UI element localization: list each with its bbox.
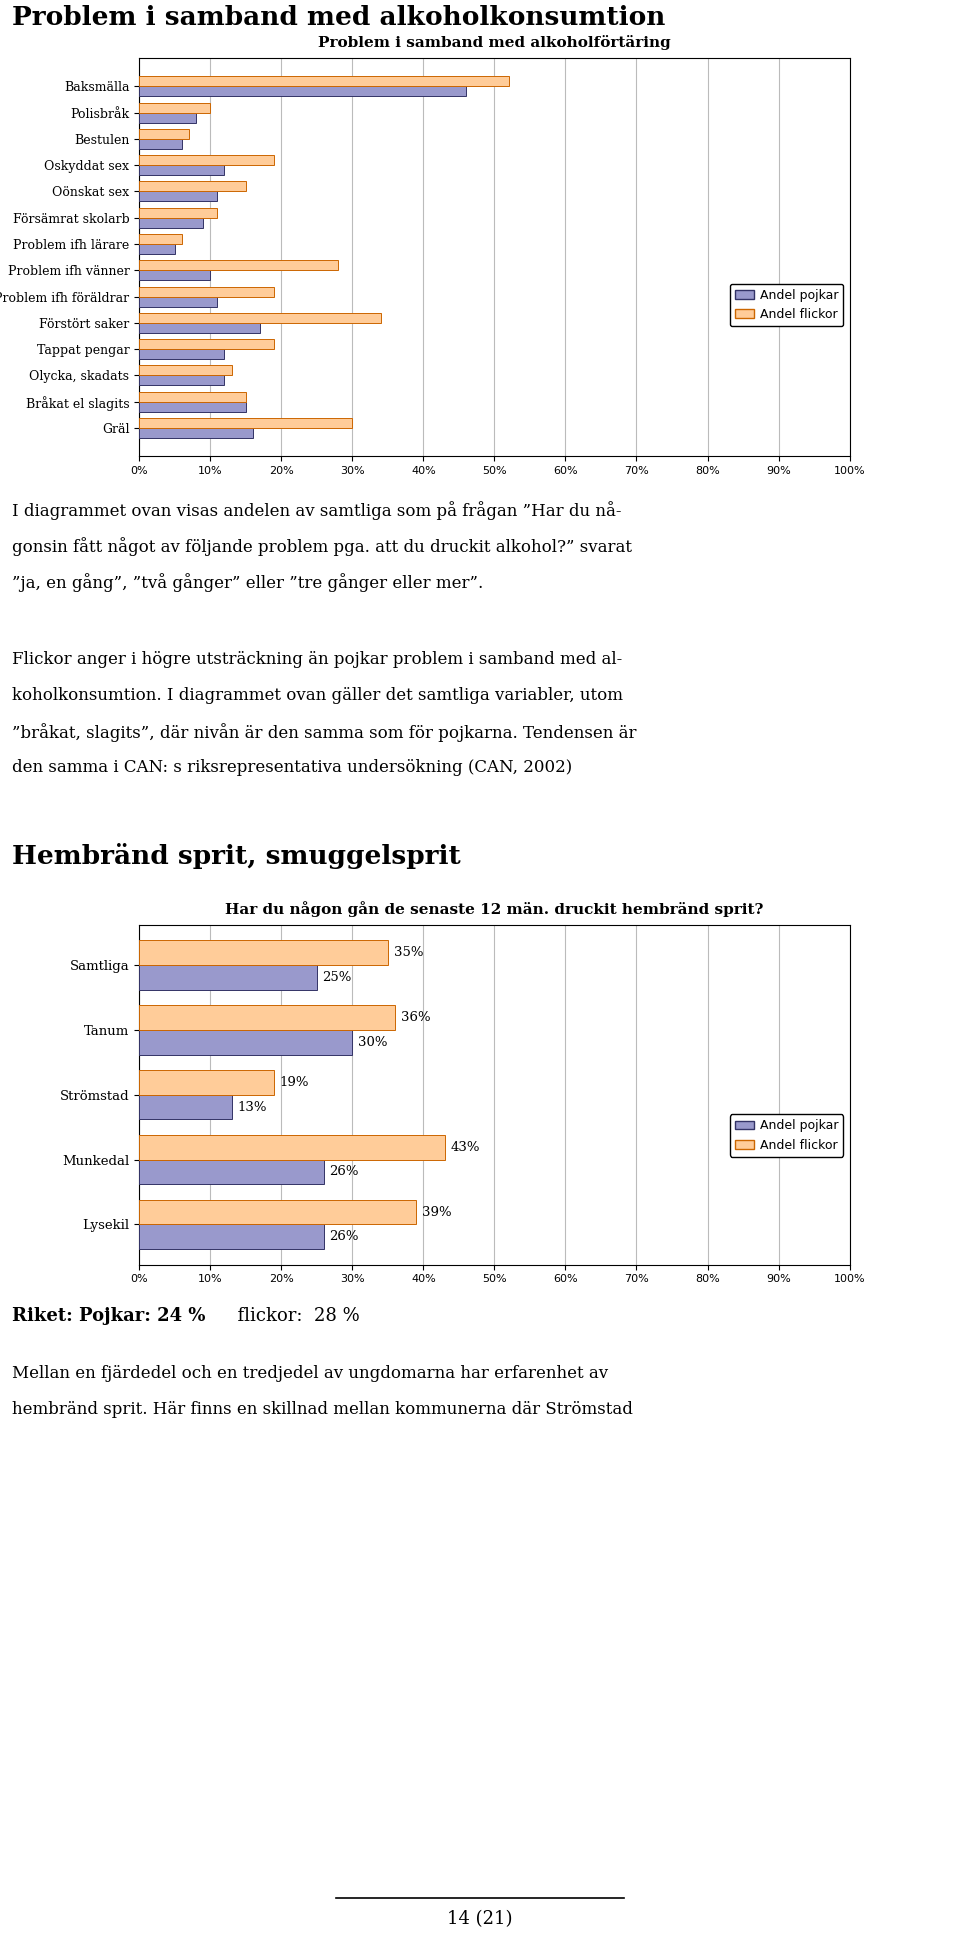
- Bar: [139, 322, 260, 334]
- Text: 30%: 30%: [358, 1036, 388, 1048]
- Text: 39%: 39%: [422, 1205, 451, 1219]
- Bar: [139, 939, 388, 965]
- Text: 26%: 26%: [329, 1231, 359, 1244]
- Text: ”bråkat, slagits”, där nivån är den samma som för pojkarna. Tendensen är: ”bråkat, slagits”, där nivån är den samm…: [12, 722, 637, 741]
- Bar: [139, 1159, 324, 1184]
- Text: 26%: 26%: [329, 1165, 359, 1178]
- Text: I diagrammet ovan visas andelen av samtliga som på frågan ”Har du nå-: I diagrammet ovan visas andelen av samtl…: [12, 501, 622, 520]
- Text: 14 (21): 14 (21): [447, 1910, 513, 1927]
- Bar: [139, 365, 231, 375]
- Bar: [139, 1200, 417, 1225]
- Text: den samma i CAN: s riksrepresentativa undersökning (CAN, 2002): den samma i CAN: s riksrepresentativa un…: [12, 759, 573, 776]
- Bar: [139, 235, 181, 245]
- Bar: [139, 260, 338, 270]
- Text: 25%: 25%: [323, 970, 352, 984]
- Title: Har du någon gån de senaste 12 män. druckit hembränd sprit?: Har du någon gån de senaste 12 män. druc…: [226, 901, 763, 916]
- Bar: [139, 208, 217, 217]
- Title: Problem i samband med alkoholförtäring: Problem i samband med alkoholförtäring: [318, 35, 671, 50]
- Text: gonsin fått något av följande problem pga. att du druckit alkohol?” svarat: gonsin fått något av följande problem pg…: [12, 536, 633, 555]
- Bar: [139, 313, 381, 322]
- Bar: [139, 113, 196, 122]
- Bar: [139, 192, 217, 202]
- Text: Mellan en fjärdedel och en tredjedel av ungdomarna har erfarenhet av: Mellan en fjärdedel och en tredjedel av …: [12, 1366, 609, 1382]
- Bar: [139, 417, 352, 429]
- Bar: [139, 1069, 275, 1095]
- Bar: [139, 1005, 395, 1031]
- Bar: [139, 392, 246, 402]
- Text: 36%: 36%: [400, 1011, 430, 1025]
- Bar: [139, 375, 225, 386]
- Bar: [139, 340, 275, 349]
- Bar: [139, 217, 204, 227]
- Bar: [139, 155, 275, 165]
- Text: 19%: 19%: [280, 1075, 309, 1089]
- Text: Problem i samband med alkoholkonsumtion: Problem i samband med alkoholkonsumtion: [12, 4, 666, 29]
- Text: Hembränd sprit, smuggelsprit: Hembränd sprit, smuggelsprit: [12, 842, 461, 870]
- Bar: [139, 140, 181, 149]
- Bar: [139, 1225, 324, 1250]
- Bar: [139, 965, 317, 990]
- Bar: [139, 76, 509, 85]
- Bar: [139, 85, 466, 97]
- Legend: Andel pojkar, Andel flickor: Andel pojkar, Andel flickor: [730, 1114, 843, 1157]
- Bar: [139, 270, 210, 280]
- Bar: [139, 1135, 444, 1159]
- Bar: [139, 103, 210, 113]
- Bar: [139, 349, 225, 359]
- Bar: [139, 1095, 231, 1120]
- Text: Riket: Pojkar: 24 %: Riket: Pojkar: 24 %: [12, 1308, 206, 1326]
- Text: Flickor anger i högre utsträckning än pojkar problem i samband med al-: Flickor anger i högre utsträckning än po…: [12, 652, 623, 668]
- Bar: [139, 297, 217, 307]
- Text: flickor:  28 %: flickor: 28 %: [180, 1308, 360, 1326]
- Text: 43%: 43%: [450, 1141, 480, 1153]
- Text: hembränd sprit. Här finns en skillnad mellan kommunerna där Strömstad: hembränd sprit. Här finns en skillnad me…: [12, 1401, 634, 1419]
- Bar: [139, 429, 252, 439]
- Bar: [139, 165, 225, 175]
- Bar: [139, 402, 246, 411]
- Bar: [139, 181, 246, 192]
- Bar: [139, 245, 175, 254]
- Bar: [139, 287, 275, 297]
- Text: ”ja, en gång”, ”två gånger” eller ”tre gånger eller mer”.: ”ja, en gång”, ”två gånger” eller ”tre g…: [12, 573, 484, 592]
- Text: 13%: 13%: [237, 1101, 267, 1114]
- Text: 35%: 35%: [394, 945, 423, 959]
- Bar: [139, 1031, 352, 1054]
- Bar: [139, 128, 189, 140]
- Legend: Andel pojkar, Andel flickor: Andel pojkar, Andel flickor: [730, 283, 843, 326]
- Text: koholkonsumtion. I diagrammet ovan gäller det samtliga variabler, utom: koholkonsumtion. I diagrammet ovan gälle…: [12, 687, 623, 705]
